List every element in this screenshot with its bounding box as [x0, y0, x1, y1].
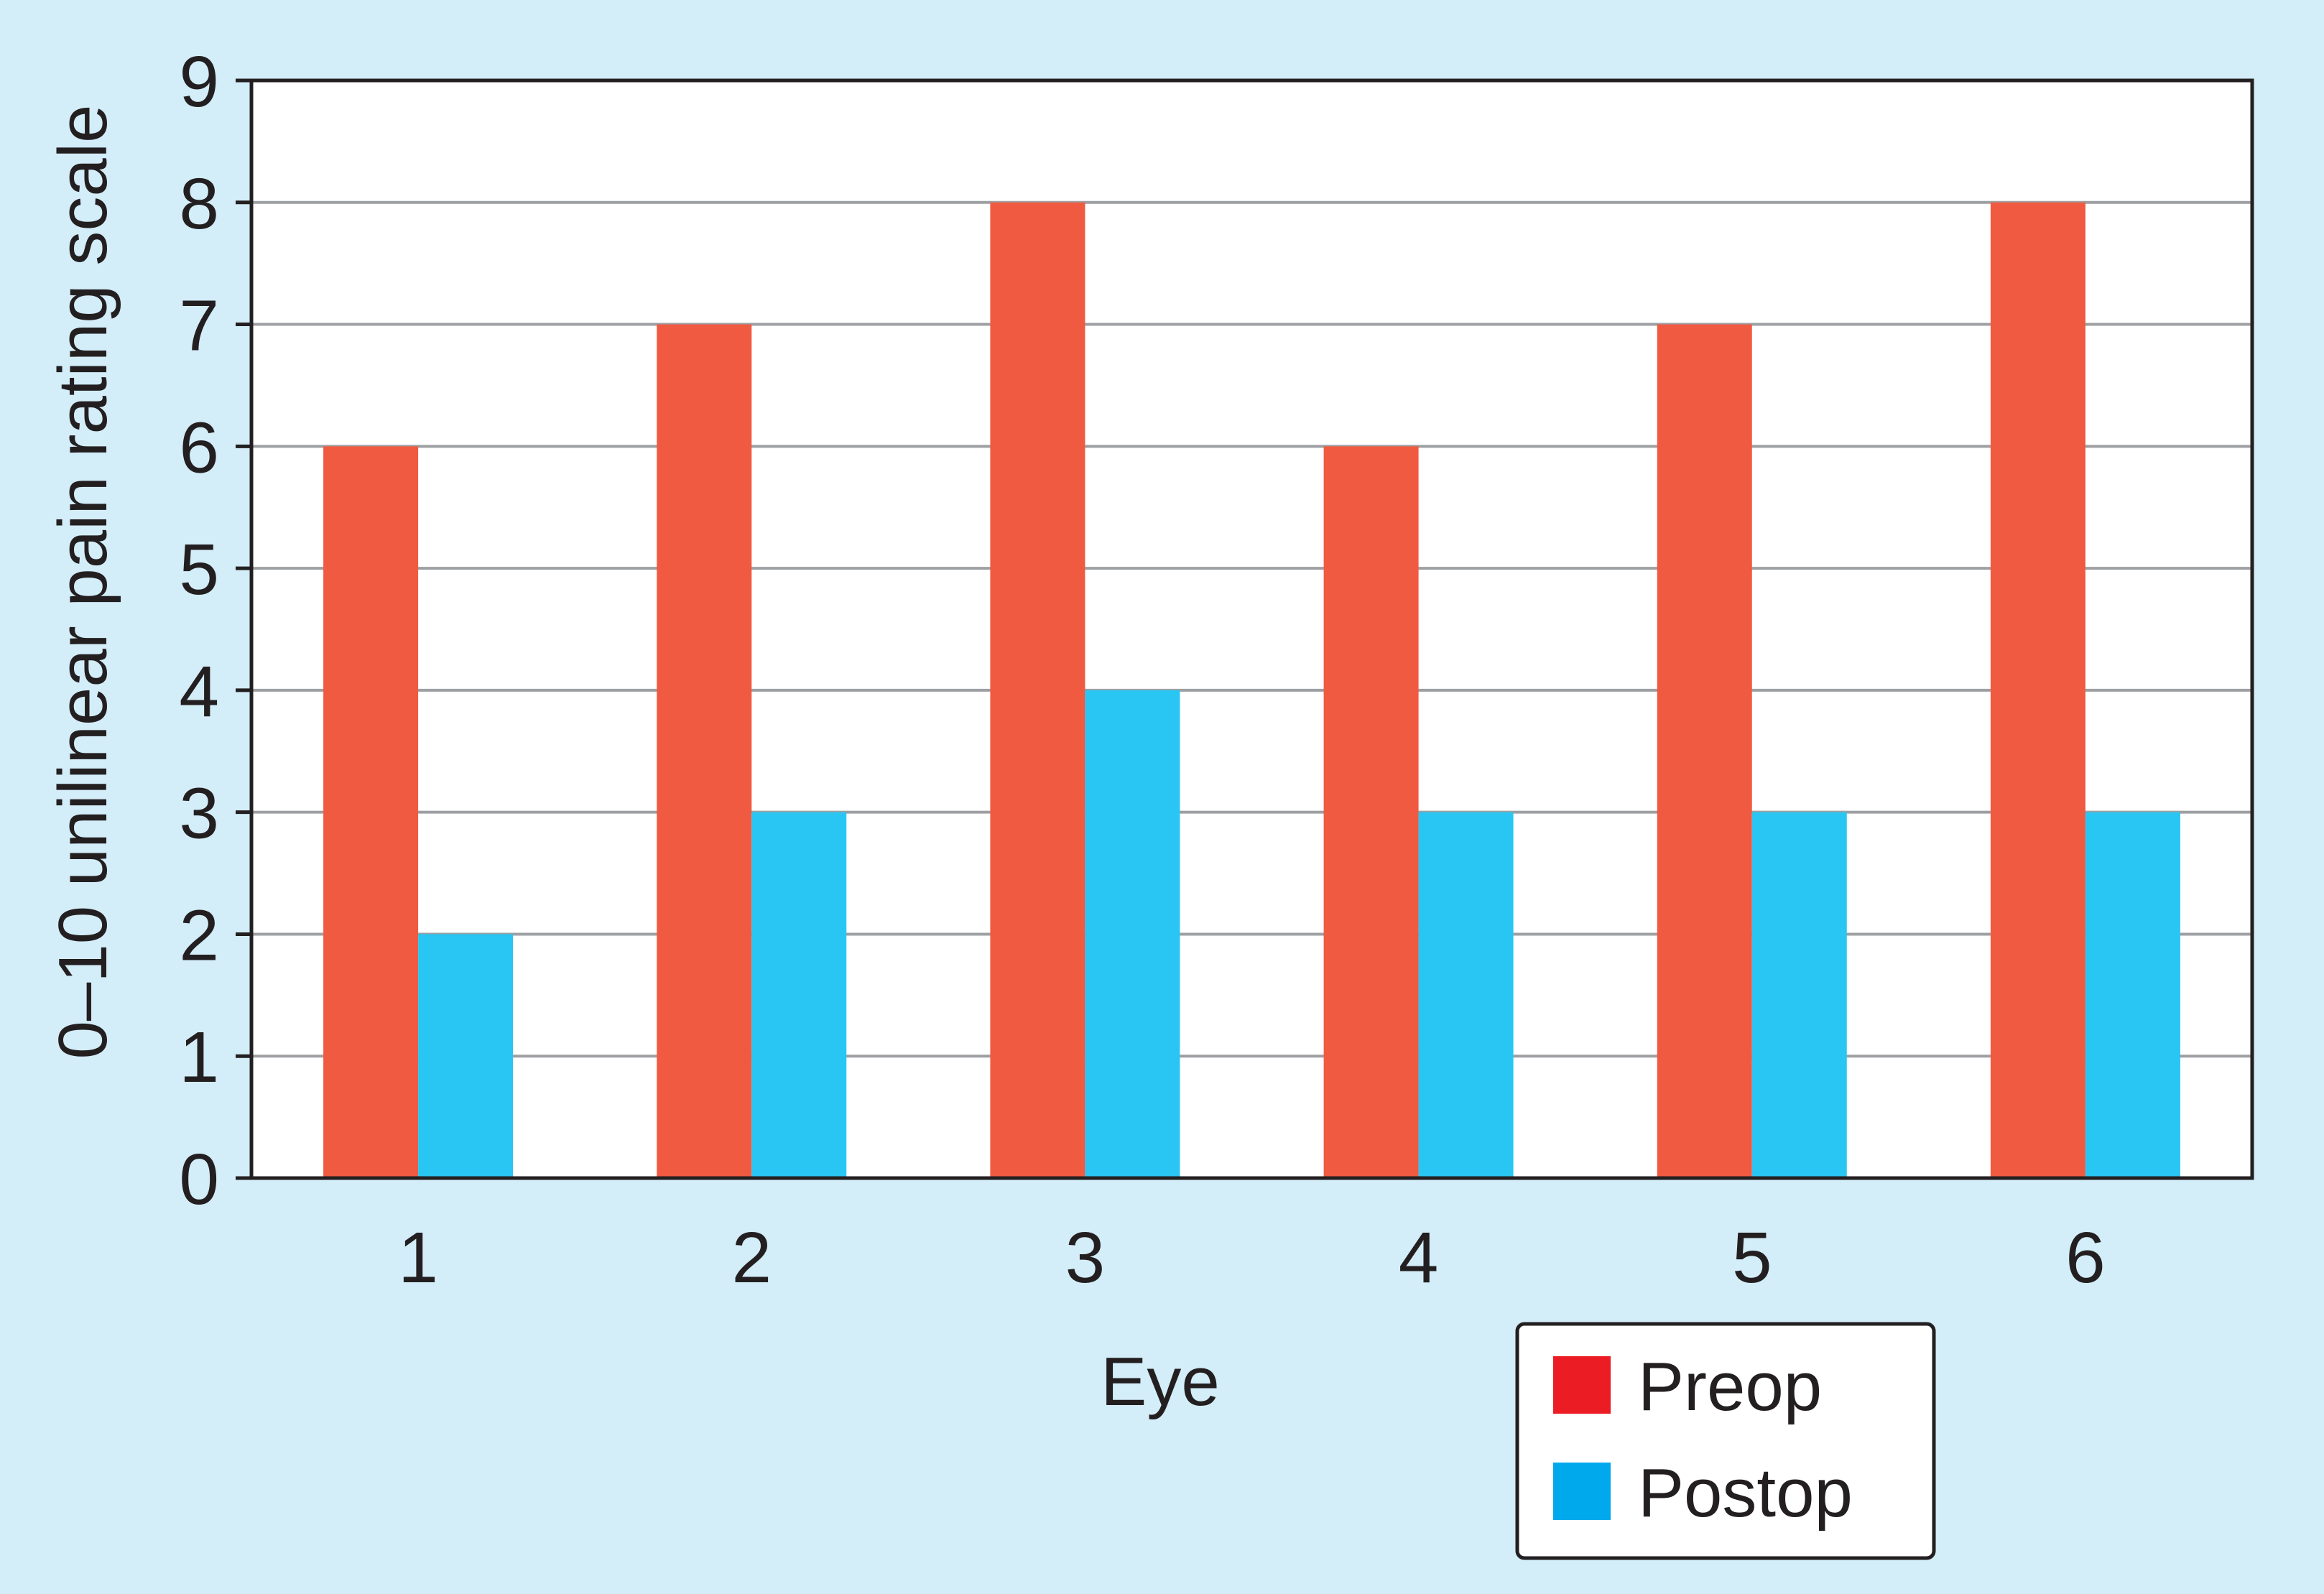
- bar-postop-eye-5: [1751, 812, 1847, 1178]
- bar-preop-eye-2: [657, 324, 752, 1178]
- y-axis-title: 0–10 unilinear pain rating scale: [45, 105, 121, 1060]
- x-tick-label: 5: [1732, 1218, 1772, 1298]
- bar-preop-eye-6: [1990, 202, 2085, 1178]
- bar-preop-eye-4: [1323, 446, 1419, 1178]
- legend-label-preop: Preop: [1638, 1348, 1822, 1425]
- bar-postop-eye-2: [751, 812, 847, 1178]
- legend-label-postop: Postop: [1638, 1455, 1853, 1532]
- legend-swatch-postop: [1553, 1463, 1611, 1520]
- x-tick-label: 2: [731, 1218, 772, 1298]
- gridlines: [251, 200, 2252, 1058]
- y-tick-label: 5: [179, 529, 219, 610]
- y-tick-label: 9: [179, 42, 219, 122]
- x-axis-title: Eye: [1101, 1343, 1219, 1420]
- plot-area: [251, 80, 2252, 1178]
- y-tick-label: 0: [179, 1139, 219, 1220]
- legend: Preop Postop: [1515, 1322, 1936, 1560]
- bar-preop-eye-3: [990, 202, 1085, 1178]
- y-axis-ticks: 0 1 2 3 4 5 6 7 8 9: [179, 42, 251, 1220]
- legend-swatch-preop: [1553, 1356, 1611, 1414]
- y-tick-label: 8: [179, 164, 219, 244]
- bar-postop-eye-4: [1418, 812, 1514, 1178]
- y-tick-label: 3: [179, 774, 219, 854]
- bar-postop-eye-3: [1085, 690, 1180, 1178]
- bar-postop-eye-1: [418, 934, 514, 1178]
- plot-frame: [249, 78, 2254, 1180]
- x-axis-ticks: 1 2 3 4 5 6: [398, 1218, 2105, 1298]
- x-tick-label: 4: [1399, 1218, 1439, 1298]
- legend-box: [1515, 1322, 1936, 1560]
- x-tick-label: 1: [398, 1218, 438, 1298]
- bar-preop-eye-5: [1657, 324, 1752, 1178]
- bars: [323, 202, 2180, 1178]
- x-tick-label: 6: [2065, 1218, 2106, 1298]
- bar-preop-eye-1: [323, 446, 419, 1178]
- bar-postop-eye-6: [2085, 812, 2180, 1178]
- y-tick-label: 4: [179, 652, 219, 732]
- y-tick-label: 1: [179, 1017, 219, 1098]
- y-tick-label: 7: [179, 286, 219, 366]
- y-tick-label: 2: [179, 895, 219, 976]
- x-tick-label: 3: [1065, 1218, 1106, 1298]
- y-tick-label: 6: [179, 407, 219, 488]
